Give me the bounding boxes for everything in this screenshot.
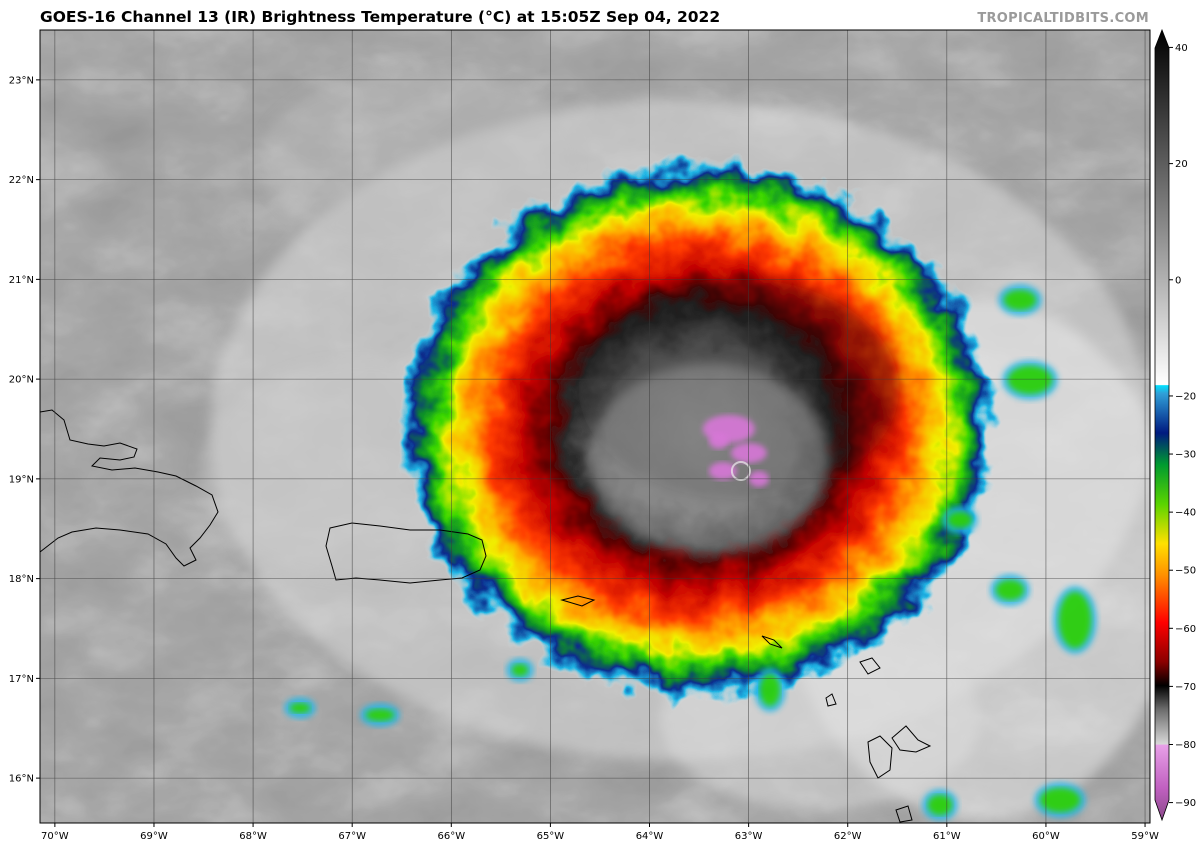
map-plot-area (40, 30, 1150, 823)
map-gridlines (40, 30, 1150, 823)
lon-tick-label: 63°W (735, 831, 763, 842)
lat-tick-label: 21°N (9, 275, 34, 286)
colorbar-tick-label: −90 (1175, 798, 1196, 809)
convective-cell (1004, 290, 1036, 310)
convective-cell (1040, 788, 1080, 812)
montserrat-coastline (825, 693, 837, 707)
convective-cell (996, 580, 1024, 600)
lon-tick-label: 65°W (537, 831, 565, 842)
convective-cell (1008, 366, 1052, 394)
lon-tick-label: 70°W (41, 831, 69, 842)
colorbar-tick-label: −70 (1175, 682, 1196, 693)
colorbar-ticks: 40 20 0 −20 −30 −40 −50 −60 −70 −80 −90 (1169, 43, 1196, 809)
colorbar-tick-label: 40 (1175, 43, 1188, 54)
hispaniola-coastline (40, 409, 219, 567)
lat-tick-label: 20°N (9, 375, 34, 386)
eye-feature (730, 460, 751, 481)
lat-tick-label: 22°N (9, 175, 34, 186)
guadeloupe-coastline (867, 725, 932, 779)
coldest-cloud-tops (708, 461, 737, 480)
colorbar-ramp (1154, 28, 1170, 822)
convective-cell (290, 703, 310, 713)
lon-tick-label: 62°W (834, 831, 862, 842)
lon-tick-label: 60°W (1032, 831, 1060, 842)
lat-tick-label: 17°N (9, 674, 34, 685)
lon-tick-label: 64°W (636, 831, 664, 842)
colorbar-tick-label: −20 (1175, 391, 1196, 402)
longitude-axis: 70°W 69°W 68°W 67°W 66°W 65°W 64°W 63°W 62°W 61°W… (41, 823, 1159, 842)
cdo-core (588, 363, 829, 554)
lat-tick-label: 18°N (9, 574, 34, 585)
st-kitts-coastline (761, 635, 783, 649)
lat-tick-label: 19°N (9, 474, 34, 485)
convective-cell (366, 709, 394, 721)
lon-tick-label: 67°W (338, 831, 366, 842)
convective-cell (760, 674, 780, 706)
lon-tick-label: 68°W (239, 831, 267, 842)
colorbar-tick-label: −40 (1175, 508, 1196, 519)
colorbar-tick-label: −60 (1175, 624, 1196, 635)
virgin-islands-coastline (560, 595, 596, 607)
convective-cell (512, 664, 528, 676)
temperature-colorbar: 40 20 0 −20 −30 −40 −50 −60 −70 −80 −90 (1154, 28, 1196, 822)
dominica-coastline (895, 805, 913, 823)
coastlines (40, 409, 932, 823)
convective-cell (1059, 592, 1091, 648)
lon-tick-label: 69°W (140, 831, 168, 842)
colorbar-tick-label: −50 (1175, 566, 1196, 577)
colorbar-tick-label: −80 (1175, 740, 1196, 751)
puerto-rico-coastline (325, 522, 487, 584)
hurricane-cloud-shield (284, 158, 1097, 821)
plot-frame (39, 29, 1151, 824)
map-title: GOES-16 Channel 13 (IR) Brightness Tempe… (40, 8, 721, 26)
colorbar-tick-label: 20 (1175, 159, 1188, 170)
coldest-cloud-tops (708, 432, 729, 449)
site-watermark: TROPICALTIDBITS.COM (977, 11, 1149, 26)
lon-tick-label: 61°W (933, 831, 961, 842)
colorbar-tick-label: 0 (1175, 275, 1181, 286)
convective-cell (948, 512, 972, 528)
lon-tick-label: 66°W (437, 831, 465, 842)
colorbar-tick-label: −30 (1175, 450, 1196, 461)
latitude-axis: 16°N 17°N 18°N 19°N 20°N 21°N 22°N 23°N (9, 75, 40, 785)
lat-tick-label: 23°N (9, 75, 34, 86)
convective-cell (928, 795, 952, 815)
lat-tick-label: 16°N (9, 774, 34, 785)
antigua-coastline (859, 657, 881, 675)
lon-tick-label: 59°W (1131, 831, 1159, 842)
